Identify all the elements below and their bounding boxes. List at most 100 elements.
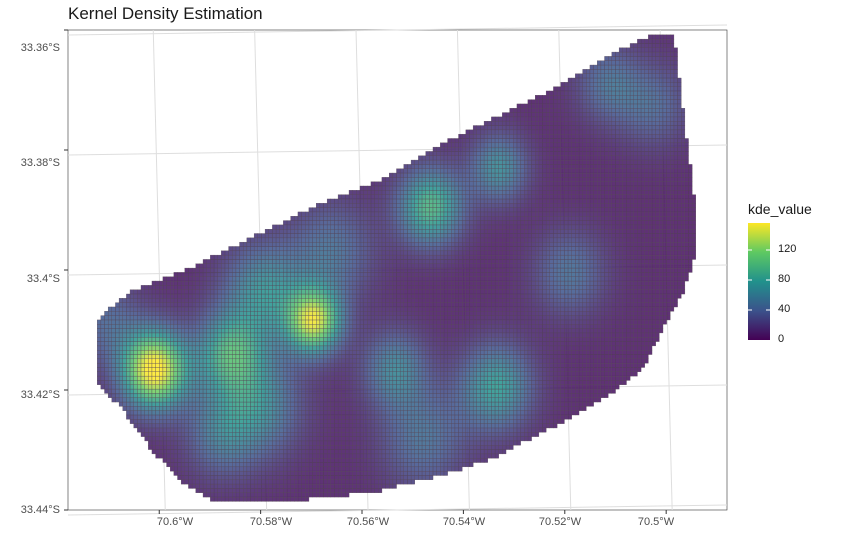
kde-cell [378,384,383,390]
kde-cell [279,496,284,502]
kde-cell [312,362,317,368]
kde-cell [210,427,215,433]
kde-cell [553,332,558,338]
kde-cell [330,384,335,390]
kde-cell [221,449,226,455]
kde-cell [447,358,452,364]
kde-cell [553,319,558,325]
kde-cell [137,380,142,385]
kde-cell [133,375,138,381]
kde-cell [224,345,229,351]
kde-cell [173,419,178,424]
kde-cell [589,371,594,377]
kde-cell [410,436,415,442]
kde-cell [199,457,204,463]
kde-cell [188,332,193,338]
kde-cell [126,345,131,351]
kde-cell [224,436,229,442]
kde-cell [545,393,551,398]
kde-cell [640,341,645,347]
kde-cell [330,470,335,476]
kde-cell [571,367,576,372]
kde-cell [560,349,565,355]
kde-cell [429,432,434,437]
kde-cell [221,419,226,424]
kde-cell [166,436,171,442]
kde-cell [491,319,496,325]
kde-cell [126,380,131,385]
kde-cell [359,475,364,480]
kde-cell [217,453,222,459]
kde-cell [246,453,251,459]
kde-cell [451,457,456,463]
kde-cell [126,393,131,398]
kde-cell [586,388,591,394]
kde-cell [345,406,350,411]
kde-cell [246,449,251,455]
kde-cell [370,466,375,472]
kde-cell [637,358,642,364]
kde-cell [173,358,178,364]
kde-cell [392,388,397,394]
kde-cell [407,393,412,398]
kde-cell [545,341,551,347]
kde-cell [465,337,470,342]
kde-cell [462,432,467,437]
kde-cell [159,419,164,424]
kde-cell [527,324,532,329]
kde-cell [640,358,645,364]
kde-cell [221,388,226,394]
kde-cell [261,354,266,360]
kde-cell [243,332,248,338]
kde-cell [403,479,408,485]
kde-cell [191,397,196,403]
kde-cell [392,449,397,455]
kde-cell [210,453,215,459]
kde-cell [148,427,153,433]
kde-cell [118,358,123,364]
kde-cell [305,332,310,338]
kde-cell [396,432,401,437]
kde-cell [451,319,456,325]
kde-cell [221,470,226,476]
kde-cell [228,332,233,338]
kde-cell [180,423,186,429]
kde-cell [235,453,240,459]
kde-cell [381,319,386,325]
kde-cell [567,328,572,334]
kde-cell [268,371,273,377]
kde-cell [389,328,394,334]
kde-cell [374,349,379,355]
kde-cell [253,479,259,485]
kde-cell [312,380,317,385]
kde-cell [305,354,310,360]
kde-cell [567,397,572,403]
kde-cell [498,449,503,455]
kde-cell [359,319,364,325]
kde-cell [319,354,324,360]
kde-cell [348,367,353,372]
kde-cell [608,384,613,390]
kde-cell [553,406,558,411]
kde-cell [115,354,120,360]
kde-cell [494,354,499,360]
kde-cell [283,332,288,338]
kde-cell [159,449,164,455]
kde-cell [443,337,448,342]
kde-cell [498,354,503,360]
kde-cell [301,388,306,394]
kde-cell [246,384,251,390]
kde-cell [520,432,525,437]
kde-cell [359,384,364,390]
kde-cell [159,328,164,334]
kde-cell [440,345,445,351]
kde-cell [403,380,408,385]
kde-cell [294,341,299,347]
kde-cell [213,410,218,416]
kde-cell [399,436,405,442]
kde-cell [195,410,200,416]
kde-cell [385,432,390,437]
kde-cell [308,332,313,338]
kde-cell [524,388,529,394]
kde-cell [337,492,342,498]
